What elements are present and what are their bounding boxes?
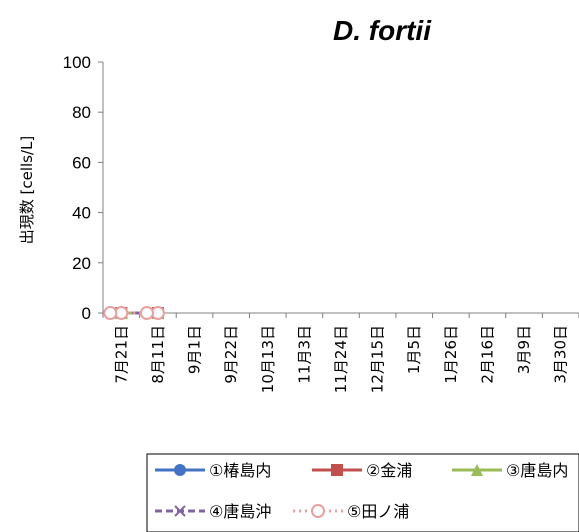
legend-marker bbox=[331, 464, 343, 476]
x-tick-label: 7月21日 bbox=[112, 325, 130, 384]
legend-marker bbox=[471, 464, 483, 476]
x-tick-label: 1月5日 bbox=[405, 325, 423, 374]
legend-label: ②金浦 bbox=[366, 461, 412, 480]
y-tick-label: 0 bbox=[82, 304, 91, 323]
data-point bbox=[103, 306, 118, 320]
x-tick-label: 10月13日 bbox=[259, 325, 277, 393]
x-tick-label: 11月24日 bbox=[332, 325, 350, 393]
legend-item: ⑤田ノ浦 bbox=[293, 502, 409, 521]
legend-item: ④唐島沖 bbox=[155, 502, 271, 521]
y-tick-label: 40 bbox=[72, 204, 91, 223]
legend-label: ⑤田ノ浦 bbox=[347, 502, 409, 521]
x-tick-label: 9月22日 bbox=[222, 325, 240, 384]
x-tick-label: 11月3日 bbox=[295, 325, 313, 384]
x-tick-label: 2月16日 bbox=[478, 325, 496, 384]
legend-marker bbox=[174, 505, 186, 517]
plot-area bbox=[103, 306, 165, 320]
x-tick-label: 12月15日 bbox=[369, 325, 387, 393]
y-tick-label: 100 bbox=[63, 53, 91, 72]
x-tick-label: 9月1日 bbox=[186, 325, 204, 374]
axes bbox=[102, 62, 579, 314]
x-tick-label: 1月26日 bbox=[442, 325, 460, 384]
y-tick-label: 60 bbox=[72, 153, 91, 172]
x-ticks: 7月21日 8月11日 9月1日 9月22日 10月13日 11月3日 11月24日 12月1… bbox=[102, 313, 579, 393]
legend-item: ②金浦 bbox=[312, 461, 412, 480]
legend-label: ④唐島沖 bbox=[209, 502, 271, 521]
legend-label: ①椿島内 bbox=[209, 461, 271, 480]
legend-item: ①椿島内 bbox=[155, 461, 271, 480]
legend-box bbox=[146, 453, 579, 532]
legend-item: ③唐島内 bbox=[452, 461, 568, 480]
y-tick-label: 20 bbox=[72, 254, 91, 273]
x-tick-label: 8月11日 bbox=[149, 325, 167, 384]
y-tick-label: 80 bbox=[72, 103, 91, 122]
legend-marker bbox=[311, 504, 325, 518]
y-ticks: 0 20 40 60 80 100 bbox=[63, 53, 103, 323]
legend-marker bbox=[174, 464, 186, 476]
x-tick-label: 3月9日 bbox=[515, 325, 533, 374]
series-5 bbox=[103, 306, 165, 320]
y-axis-label: 出現数 [cells/L] bbox=[18, 136, 36, 245]
legend: ①椿島内 ②金浦 ③唐島内 ④唐島沖 ⑤田ノ浦 bbox=[146, 453, 579, 532]
legend-label: ③唐島内 bbox=[506, 461, 568, 480]
x-tick-label: 3月30日 bbox=[552, 325, 570, 384]
chart-title: D. fortii bbox=[333, 15, 432, 46]
data-point bbox=[139, 306, 154, 320]
